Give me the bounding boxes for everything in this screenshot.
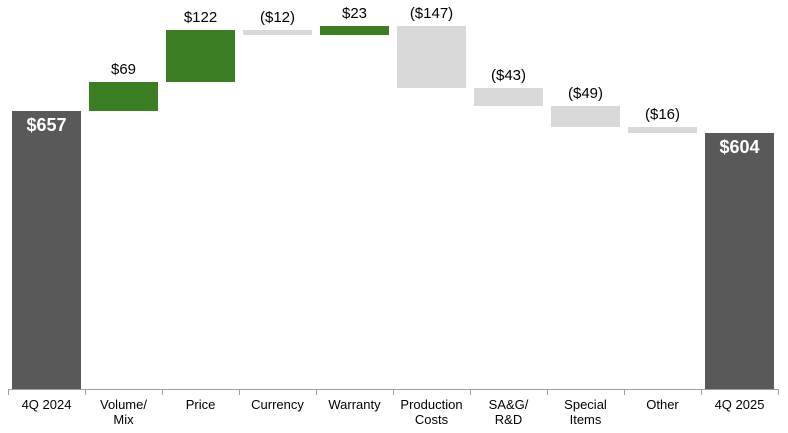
- x-axis-tick: [547, 389, 548, 395]
- bar-value-label: $122: [183, 9, 218, 27]
- x-axis-tick: [470, 389, 471, 395]
- waterfall-bar-increase: [320, 25, 389, 36]
- waterfall-bar-total: [12, 111, 81, 389]
- waterfall-bar-decrease: [551, 105, 620, 127]
- waterfall-bar-total: [705, 133, 774, 389]
- bar-value-label: ($147): [409, 4, 454, 22]
- bar-value-label: $23: [341, 4, 368, 22]
- bar-value-label: ($12): [259, 9, 296, 27]
- x-axis-tick: [624, 389, 625, 395]
- x-axis-label: Special Items: [564, 397, 607, 427]
- x-axis-tick: [85, 389, 86, 395]
- bar-value-label: ($16): [644, 105, 681, 123]
- x-axis-label: Other: [646, 397, 679, 412]
- waterfall-bar-increase: [89, 81, 158, 112]
- bar-value-label: $604: [719, 137, 760, 158]
- x-axis-tick: [778, 389, 779, 395]
- bar-value-label: ($43): [490, 66, 527, 84]
- x-axis-label: Production Costs: [400, 397, 463, 427]
- waterfall-bar-decrease: [474, 87, 543, 106]
- x-axis-label: 4Q 2024: [21, 397, 72, 412]
- x-axis-label: Currency: [251, 397, 304, 412]
- waterfall-bar-increase: [166, 30, 235, 82]
- x-axis-label: Warranty: [328, 397, 381, 412]
- x-axis-tick: [316, 389, 317, 395]
- bar-value-label: $657: [26, 115, 67, 136]
- x-axis-tick: [162, 389, 163, 395]
- x-axis-label: 4Q 2025: [714, 397, 765, 412]
- x-axis-label: Volume/ Mix: [100, 397, 147, 427]
- x-axis-tick: [8, 389, 9, 395]
- waterfall-bar-decrease: [243, 30, 312, 36]
- x-axis-tick: [239, 389, 240, 395]
- x-axis-label: SA&G/ R&D: [488, 397, 529, 427]
- x-axis-label: Price: [185, 397, 216, 412]
- x-axis-tick: [701, 389, 702, 395]
- waterfall-bar-decrease: [628, 126, 697, 134]
- waterfall-bar-decrease: [397, 25, 466, 88]
- x-axis-tick: [393, 389, 394, 395]
- bar-value-label: ($49): [567, 84, 604, 102]
- bar-value-label: $69: [110, 60, 137, 78]
